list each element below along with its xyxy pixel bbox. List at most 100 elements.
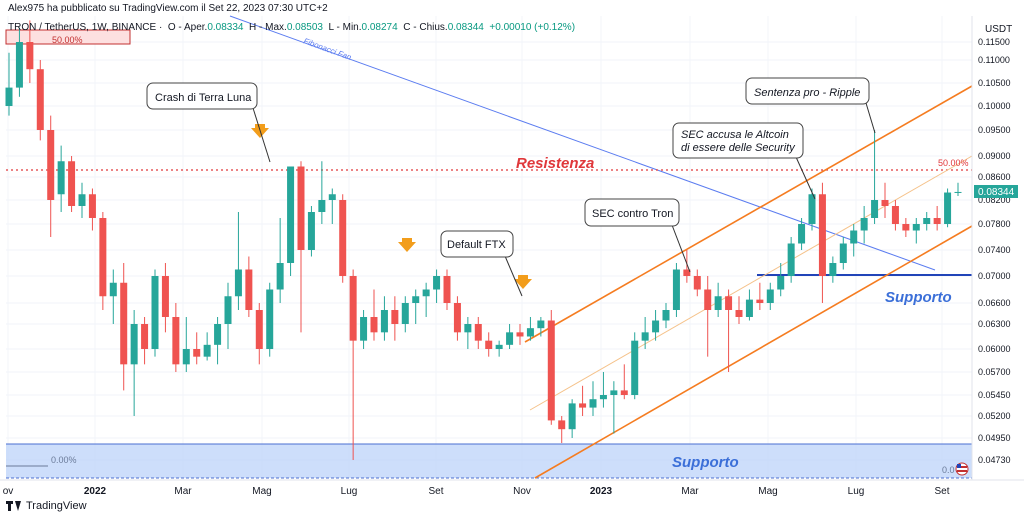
- candle-body: [881, 200, 889, 206]
- callout-ftx-text: Default FTX: [447, 239, 506, 251]
- candle-body: [141, 324, 149, 349]
- candle: [443, 269, 451, 310]
- candle: [370, 289, 378, 341]
- candle: [307, 206, 315, 257]
- candle: [151, 269, 159, 357]
- candle: [495, 340, 503, 357]
- candle-body: [714, 296, 722, 310]
- candle: [214, 317, 222, 365]
- legend-change: +0.00010 (+0.12%): [489, 22, 576, 33]
- candle-body: [182, 349, 190, 365]
- candle-body: [109, 282, 117, 297]
- channel-mid: [529, 155, 973, 411]
- candle: [944, 188, 952, 228]
- y-tick-label: 0.11500: [978, 37, 1010, 47]
- candle-body: [370, 317, 378, 333]
- y-tick-label: 0.05200: [978, 411, 1011, 421]
- candle: [818, 182, 826, 303]
- candle: [923, 212, 931, 231]
- candle: [224, 282, 232, 349]
- candle: [798, 218, 806, 250]
- candle-body: [641, 332, 649, 341]
- candle-body: [589, 399, 597, 408]
- support-label-upper: Supporto: [885, 289, 952, 306]
- candle-body: [756, 299, 764, 303]
- y-tick-label: 0.05450: [978, 390, 1011, 400]
- callout-sec-tron: SEC contro Tron: [584, 198, 691, 273]
- candle-body: [453, 303, 461, 333]
- legend-o-value: 0.08334: [207, 22, 244, 33]
- candle-body: [26, 42, 34, 70]
- candle-body: [464, 324, 472, 333]
- candle: [464, 317, 472, 349]
- x-tick-label: Set: [934, 486, 949, 497]
- candle-body: [818, 194, 826, 276]
- candle-body: [151, 276, 159, 349]
- candle: [161, 263, 169, 333]
- candle-body: [15, 42, 23, 88]
- candle: [474, 317, 482, 349]
- candle-body: [287, 166, 295, 263]
- arrow-icon-may: [398, 238, 416, 252]
- candle: [850, 224, 858, 257]
- candle: [902, 218, 910, 237]
- candle-body: [891, 206, 899, 224]
- candle: [485, 332, 493, 357]
- candle: [881, 182, 889, 218]
- x-tick-label: 2022: [84, 486, 107, 497]
- candle: [109, 269, 117, 324]
- candle-body: [672, 269, 680, 310]
- candle-body: [214, 324, 222, 345]
- y-tick-label: 0.04950: [978, 433, 1011, 443]
- tradingview-footer[interactable]: TradingView: [6, 500, 87, 512]
- candle: [891, 200, 899, 231]
- callout-ftx: Default FTX: [440, 230, 523, 297]
- candle-body: [266, 289, 274, 349]
- candle-body: [579, 403, 587, 408]
- candle: [141, 317, 149, 365]
- candle-body: [380, 310, 388, 333]
- candle: [599, 372, 607, 408]
- candle: [182, 317, 190, 372]
- fib-50-right-label: 50.00%: [938, 158, 969, 168]
- x-tick-label: Mag: [758, 486, 777, 497]
- y-tick-label: 0.07400: [978, 245, 1011, 255]
- callout-terra-text: Crash di Terra Luna: [155, 92, 252, 104]
- legend-symbol: TRON / TetherUS, 1W, BINANCE: [8, 22, 157, 33]
- legend-c-value: 0.08344: [447, 22, 484, 33]
- candle: [360, 310, 368, 349]
- candle-body: [172, 317, 180, 365]
- candle-body: [683, 269, 691, 276]
- candle-body: [193, 349, 201, 357]
- candle-body: [516, 332, 524, 337]
- candle-body: [902, 224, 910, 231]
- candle: [547, 310, 555, 425]
- candle-body: [443, 276, 451, 303]
- callout-ripple: Sentenza pro - Ripple: [745, 77, 876, 134]
- arrow-icon-ftx: [514, 275, 532, 289]
- candle: [589, 381, 597, 416]
- y-tick-label: 0.08200: [978, 195, 1011, 205]
- candle: [839, 237, 847, 270]
- candle-body: [871, 200, 879, 218]
- channel-lower: [534, 225, 973, 479]
- candle: [610, 381, 618, 434]
- candle: [78, 182, 86, 218]
- candle-body: [839, 243, 847, 263]
- candle-body: [161, 276, 169, 317]
- y-tick-label: 0.05700: [978, 367, 1011, 377]
- candle: [620, 364, 628, 400]
- candle-body: [808, 194, 816, 224]
- x-tick-label: Nov: [513, 486, 531, 497]
- candle: [339, 194, 347, 283]
- candle: [47, 115, 55, 237]
- candle-body: [537, 320, 545, 329]
- candle: [15, 27, 23, 97]
- candle-body: [234, 269, 242, 297]
- candle-body: [954, 191, 962, 193]
- candle-body: [360, 317, 368, 341]
- candle: [704, 276, 712, 357]
- fib-50-top-label: 50.00%: [52, 35, 83, 45]
